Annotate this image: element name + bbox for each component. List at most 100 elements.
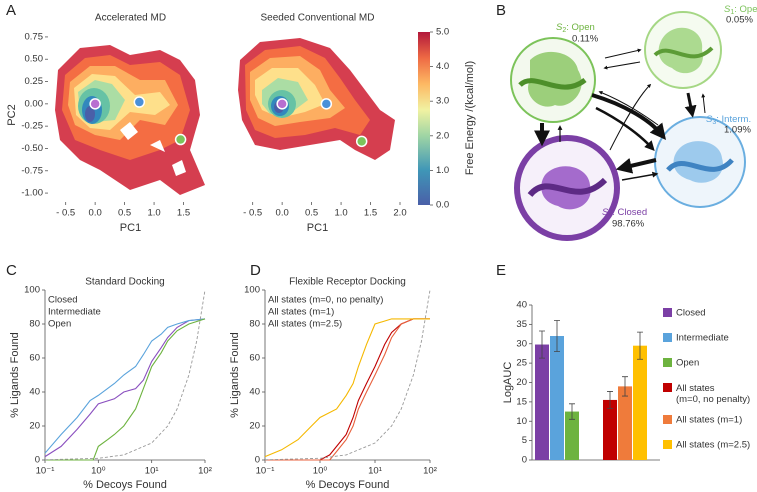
error-bar [539, 330, 545, 359]
error-bar [607, 391, 613, 409]
y-tick-label: 30 [516, 338, 527, 349]
state-point [355, 135, 368, 148]
colorbar-tick-label: 2.0 [436, 130, 449, 141]
legend-label: Closed [48, 295, 78, 306]
series-line [264, 289, 431, 461]
y-tick-label: 60 [249, 353, 260, 364]
colorbar-tick-label: 0.0 [436, 200, 449, 211]
state-name: : Closed [612, 207, 647, 218]
x-tick-label: 10² [198, 466, 212, 477]
x-tick-label: 1.5 [364, 208, 377, 219]
panel-letters: A B C D E [6, 2, 506, 279]
state-label: S3: Interm. [706, 114, 751, 126]
legend-label: All states (m=2.5) [268, 319, 342, 330]
y-tick-label: 40 [249, 387, 260, 398]
x-axis-label: PC1 [307, 222, 328, 234]
state-point [320, 98, 333, 110]
series-line [265, 318, 430, 461]
y-tick-label: 80 [249, 319, 260, 330]
colorbar-tick-label: 4.0 [436, 61, 449, 72]
colorbar [418, 32, 430, 205]
legend-swatch [663, 308, 672, 317]
panel-letter: A [6, 2, 16, 19]
y-tick-label: 25 [516, 358, 527, 369]
x-tick-label: 10² [423, 466, 437, 477]
state-symbol: S [602, 207, 609, 218]
legend-label: Closed [676, 308, 706, 319]
state-symbol: S [556, 22, 563, 33]
y-axis-label: PC2 [6, 104, 18, 125]
panel-letter: D [250, 262, 261, 279]
y-tick-label: 40 [516, 300, 527, 311]
y-axis-label: LogAUC [502, 362, 514, 404]
state-label: S2: Open [556, 22, 595, 34]
y-tick-label: 100 [24, 285, 40, 296]
y-tick-label: 60 [29, 353, 40, 364]
legend-swatch [663, 440, 672, 449]
series-line [264, 318, 430, 458]
colorbar-tick-label: 3.0 [436, 96, 449, 107]
chart-title: Flexible Receptor Docking [289, 277, 406, 288]
series-line [44, 318, 206, 458]
x-axis-label: % Decoys Found [306, 479, 390, 491]
x-tick-label: 0.5 [118, 208, 131, 219]
x-tick-label: 0.5 [305, 208, 318, 219]
y-tick-label: 0.75 [25, 31, 44, 42]
series-line [45, 318, 206, 461]
x-tick-label: 1.5 [177, 208, 190, 219]
bar [633, 345, 647, 460]
legend-label: Open [48, 319, 71, 330]
bar [565, 411, 579, 460]
legend-swatch [663, 383, 672, 392]
y-tick-label: 0.00 [25, 98, 44, 109]
error-bar [637, 331, 643, 360]
y-tick-label: 100 [244, 285, 260, 296]
x-tick-label: 1.0 [147, 208, 160, 219]
y-tick-label: -1.00 [21, 188, 43, 199]
state-population: 98.76% [612, 219, 645, 230]
y-tick-label: 20 [516, 377, 527, 388]
x-tick-label: 10⁻¹ [36, 466, 55, 477]
state-index: 2 [562, 27, 566, 34]
state-symbol: S [724, 4, 731, 15]
bar [618, 386, 632, 460]
panel-letter: B [496, 2, 506, 19]
colorbar-tick-label: 1.0 [436, 165, 449, 176]
legend-label: All states (m=1) [268, 307, 334, 318]
state-labels: S2: Open 0.11% S1: Open 0.05% S3: Interm… [556, 4, 757, 230]
state-point [276, 98, 288, 110]
x-tick-label: 0.0 [89, 208, 102, 219]
colorbar-label: Free Energy /(kcal/mol) [464, 61, 476, 175]
legend-label: All states (m=0, no penalty) [268, 295, 383, 306]
state-name: : Open [566, 22, 595, 33]
state-label: S4: Closed [602, 207, 647, 219]
legend-label: All states (m=1) [676, 415, 742, 426]
bar [535, 344, 549, 460]
x-axis-label: % Decoys Found [83, 479, 167, 491]
state-name: : Open [734, 4, 757, 15]
y-tick-label: 10 [516, 416, 527, 427]
x-tick-label: 1.0 [334, 208, 347, 219]
state-population: 0.11% [572, 34, 599, 45]
state-symbol: S [706, 114, 713, 125]
y-tick-label: -0.25 [21, 121, 43, 132]
x-tick-label: - 0.5 [243, 208, 262, 219]
error-bar [569, 403, 575, 420]
x-tick-label: 0.0 [276, 208, 289, 219]
y-tick-label: -0.50 [21, 143, 43, 154]
state-name: : Interm. [716, 114, 751, 125]
legend-label: Intermediate [676, 333, 729, 344]
y-tick-label: 5 [522, 435, 527, 446]
y-axis-label: % Ligands Found [229, 332, 241, 418]
series-line [44, 289, 206, 461]
legend-label: All states (m=2.5) [676, 440, 750, 451]
y-tick-label: 0.50 [25, 54, 44, 65]
y-tick-label: 20 [29, 421, 40, 432]
state-index: 4 [608, 212, 612, 219]
x-tick-label: 10¹ [368, 466, 382, 477]
y-tick-label: 40 [29, 387, 40, 398]
energy-landscape-right [238, 38, 395, 160]
y-tick-label: 0.25 [25, 76, 44, 87]
legend-swatch [663, 358, 672, 367]
y-axis-label: % Ligands Found [9, 332, 21, 418]
